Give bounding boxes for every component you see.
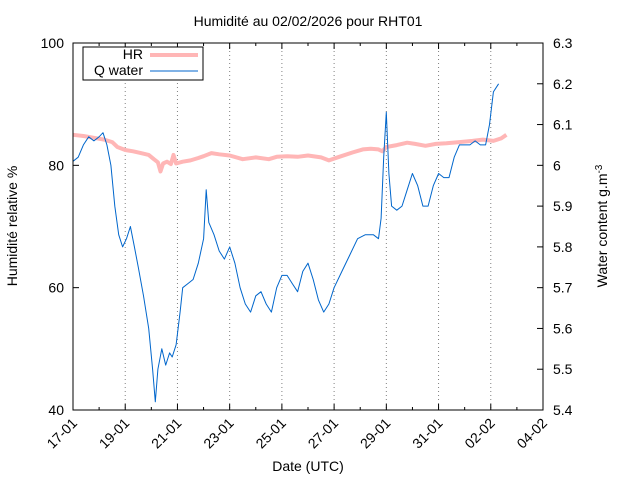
y2-tick-label: 5.4 xyxy=(553,402,573,418)
y2-tick-label: 6 xyxy=(553,157,561,173)
y2-tick-label: 5.8 xyxy=(553,239,573,255)
y2-tick-label: 5.7 xyxy=(553,280,573,296)
legend-label-hr: HR xyxy=(123,46,143,62)
legend: HR Q water xyxy=(82,46,204,81)
chart-title: Humidité au 02/02/2026 pour RHT01 xyxy=(194,13,423,29)
y-tick-label: 80 xyxy=(48,157,64,173)
y2-axis-label-superscript: -3 xyxy=(594,164,605,173)
legend-label-q-water: Q water xyxy=(94,62,143,78)
y2-tick-label: 6.3 xyxy=(553,35,573,51)
x-axis-label: Date (UTC) xyxy=(272,458,344,474)
legend-box xyxy=(82,46,204,81)
y2-tick-label: 5.5 xyxy=(553,361,573,377)
y-tick-label: 40 xyxy=(48,402,64,418)
y2-tick-label: 5.9 xyxy=(553,198,573,214)
series-layer xyxy=(72,83,508,403)
y2-tick-label: 6.2 xyxy=(553,76,573,92)
y-tick-label: 60 xyxy=(48,280,64,296)
y-axis-label: Humidité relative % xyxy=(4,166,20,287)
y2-tick-label: 5.6 xyxy=(553,320,573,336)
y-tick-label: 100 xyxy=(41,35,65,51)
series-hr-line xyxy=(72,132,508,174)
series-q-water-line xyxy=(72,83,500,403)
y2-axis-label-text: Water content g.m xyxy=(594,174,610,288)
y2-axis-label: Water content g.m-3 xyxy=(594,164,611,287)
y2-tick-label: 6.1 xyxy=(553,117,573,133)
